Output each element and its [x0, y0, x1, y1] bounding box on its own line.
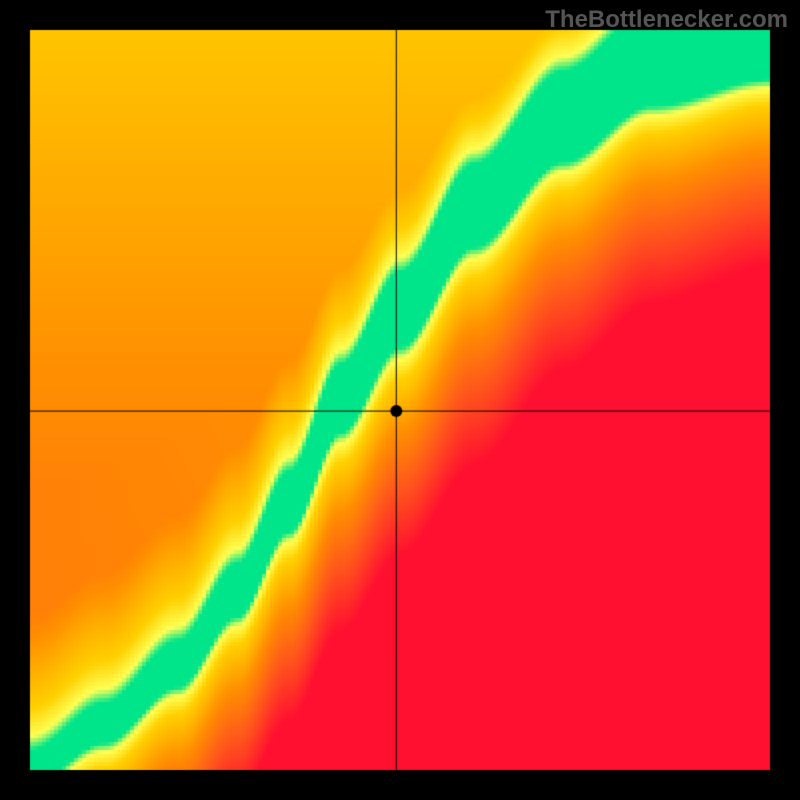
watermark-text: TheBottlenecker.com	[545, 6, 788, 34]
heatmap-canvas	[0, 0, 800, 800]
chart-container: TheBottlenecker.com	[0, 0, 800, 800]
